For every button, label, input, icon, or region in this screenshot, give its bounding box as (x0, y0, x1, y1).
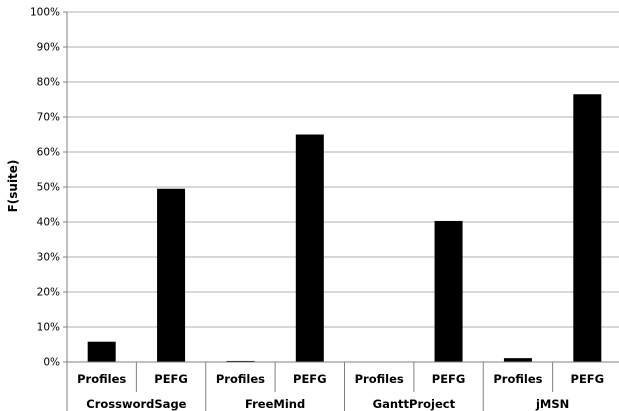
x-category-label: Profiles (355, 372, 404, 386)
x-group-label: jMSN (535, 397, 569, 411)
y-tick-label: 70% (37, 112, 60, 124)
bar (87, 341, 116, 362)
bar (503, 358, 532, 362)
bar (157, 188, 186, 362)
y-tick-label: 10% (37, 322, 60, 334)
axes (66, 12, 619, 411)
gridlines (67, 11, 619, 328)
x-category-label: PEFG (154, 372, 188, 386)
y-tick-label: 0% (43, 357, 60, 369)
y-tick-label: 20% (37, 287, 60, 299)
y-tick-label: 80% (37, 77, 60, 89)
x-group-label: GanttProject (373, 397, 456, 411)
y-tick-label: 30% (37, 252, 60, 264)
x-group-label: CrosswordSage (86, 397, 186, 411)
x-group-label: FreeMind (245, 397, 305, 411)
y-axis-ticks: 0% 10% 20% 30% 40% 50% 60% 70% 80% 90% 100% (30, 7, 67, 369)
group-labels: CrosswordSage FreeMind GanttProject jMSN (86, 397, 569, 411)
x-category-label: PEFG (571, 372, 605, 386)
x-category-label: Profiles (77, 372, 126, 386)
bar (434, 220, 463, 362)
x-category-label: PEFG (293, 372, 327, 386)
y-axis-title: F(suite) (6, 160, 20, 213)
bar (226, 360, 255, 362)
y-tick-label: 100% (30, 7, 60, 19)
y-tick-label: 50% (37, 182, 60, 194)
y-tick-label: 60% (37, 147, 60, 159)
y-tick-label: 90% (37, 42, 60, 54)
category-labels: Profiles PEFG Profiles PEFG Profiles PEFG Prof… (77, 372, 604, 386)
x-category-label: Profiles (493, 372, 542, 386)
bar (573, 94, 602, 362)
bar (295, 134, 324, 362)
x-category-label: Profiles (216, 372, 265, 386)
x-category-label: PEFG (432, 372, 466, 386)
y-tick-label: 40% (37, 217, 60, 229)
bars (87, 94, 602, 363)
